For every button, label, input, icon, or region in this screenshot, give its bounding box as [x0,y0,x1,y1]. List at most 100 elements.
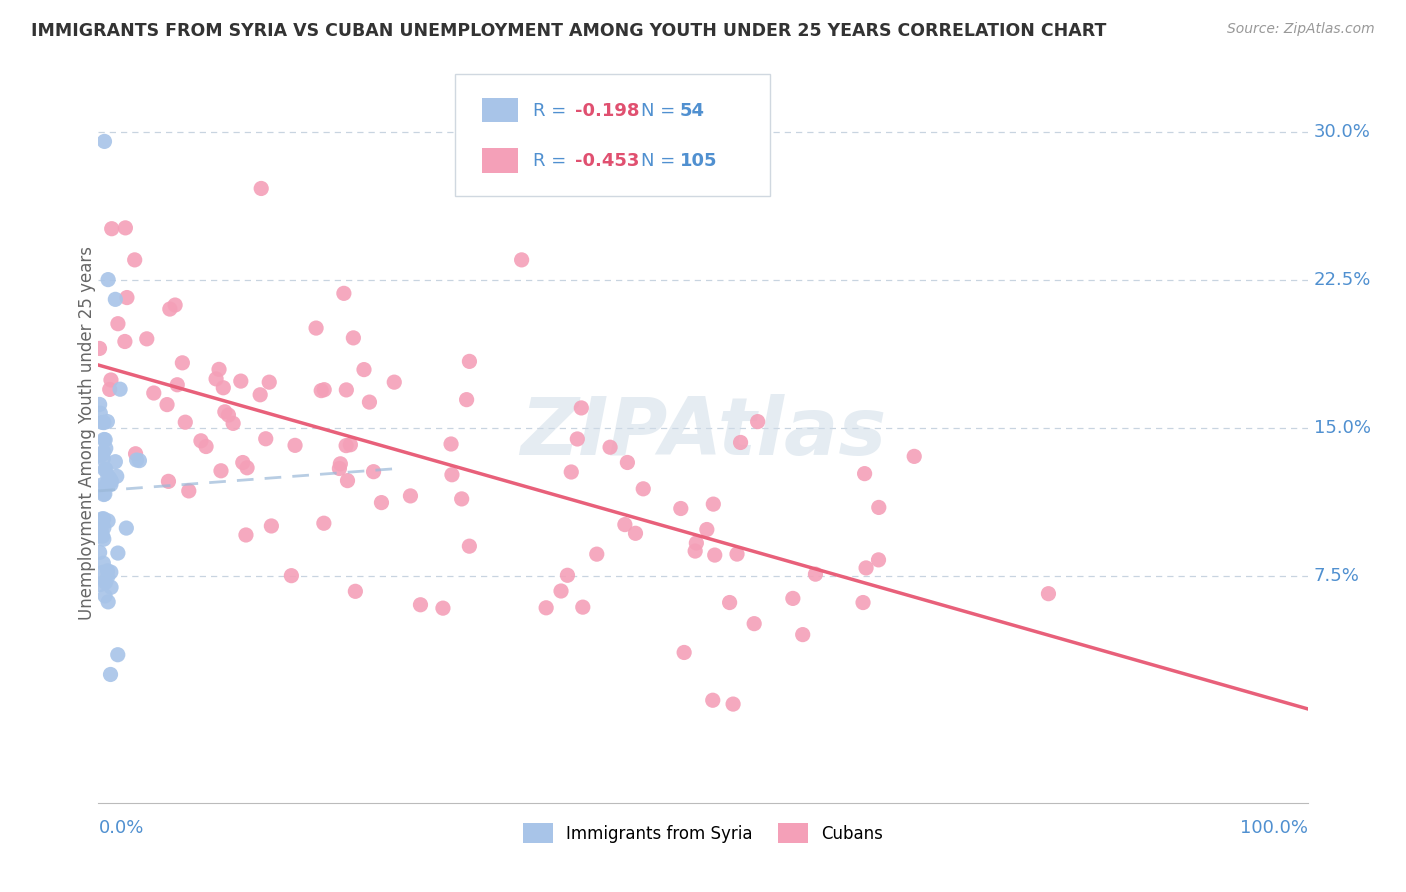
Point [93,445,115,459]
Point [177,483,200,498]
Point [156,398,179,412]
Point [718,595,741,609]
Point [339,438,361,452]
Point [214,405,236,419]
Point [89,342,111,356]
Point [212,381,235,395]
Point [89,397,111,411]
Point [616,455,638,469]
Point [93,532,115,546]
Text: N =: N = [641,153,682,170]
Point [205,372,228,386]
Point [458,539,481,553]
Point [599,440,621,454]
Text: IMMIGRANTS FROM SYRIA VS CUBAN UNEMPLOYMENT AMONG YOUTH UNDER 25 YEARS CORRELATI: IMMIGRANTS FROM SYRIA VS CUBAN UNEMPLOYM… [31,22,1107,40]
Text: ZIPAtlas: ZIPAtlas [520,393,886,472]
Point [399,489,422,503]
Point [567,432,589,446]
Point [108,382,131,396]
Point [89,528,111,542]
Text: 54: 54 [681,102,704,120]
Point [550,584,572,599]
Point [159,301,181,316]
Point [97,570,120,584]
Point [93,433,115,447]
Point [232,456,254,470]
Point [450,491,472,506]
Point [94,442,117,456]
Point [93,512,115,526]
Text: N =: N = [641,102,682,120]
Point [124,252,146,267]
Point [172,356,194,370]
Point [100,667,122,681]
Point [747,415,769,429]
Point [157,475,180,489]
Point [222,417,245,431]
Point [440,437,463,451]
Point [382,375,405,389]
Point [100,221,122,235]
Point [91,529,114,543]
Point [100,373,122,387]
Point [342,331,364,345]
Point [853,467,876,481]
Point [96,564,118,578]
Point [94,433,117,447]
Point [142,386,165,401]
Point [89,545,111,559]
Point [569,401,592,415]
Point [217,408,239,422]
Point [721,697,744,711]
Point [229,374,252,388]
Point [235,528,257,542]
Point [280,568,302,582]
Point [91,447,114,461]
Text: -0.453: -0.453 [575,153,640,170]
Point [903,450,925,464]
Point [363,465,385,479]
Point [107,648,129,662]
Point [254,432,277,446]
Point [572,600,595,615]
Point [89,577,111,591]
Point [440,467,463,482]
Point [195,440,218,454]
Point [97,595,120,609]
Point [335,383,357,397]
Point [93,521,115,535]
Point [250,181,273,195]
Text: 30.0%: 30.0% [1313,122,1371,141]
Point [97,469,120,483]
Point [128,453,150,467]
Point [344,584,367,599]
Point [107,546,129,560]
Point [557,568,579,582]
Point [89,448,111,462]
Point [314,383,336,397]
Point [792,627,814,641]
Point [91,512,114,526]
Point [94,478,117,492]
FancyBboxPatch shape [482,98,517,122]
Point [97,514,120,528]
Legend: Immigrants from Syria, Cubans: Immigrants from Syria, Cubans [523,823,883,843]
Point [91,566,114,580]
Point [114,334,136,349]
Point [94,462,117,476]
Point [105,469,128,483]
Point [868,500,890,515]
Point [1038,587,1060,601]
Point [93,487,115,501]
Point [260,519,283,533]
Point [98,383,121,397]
Text: 105: 105 [681,153,717,170]
Point [624,526,647,541]
Point [683,544,706,558]
FancyBboxPatch shape [456,73,769,195]
Point [458,354,481,368]
Point [115,521,138,535]
Point [702,693,724,707]
Point [702,497,724,511]
Point [669,501,692,516]
